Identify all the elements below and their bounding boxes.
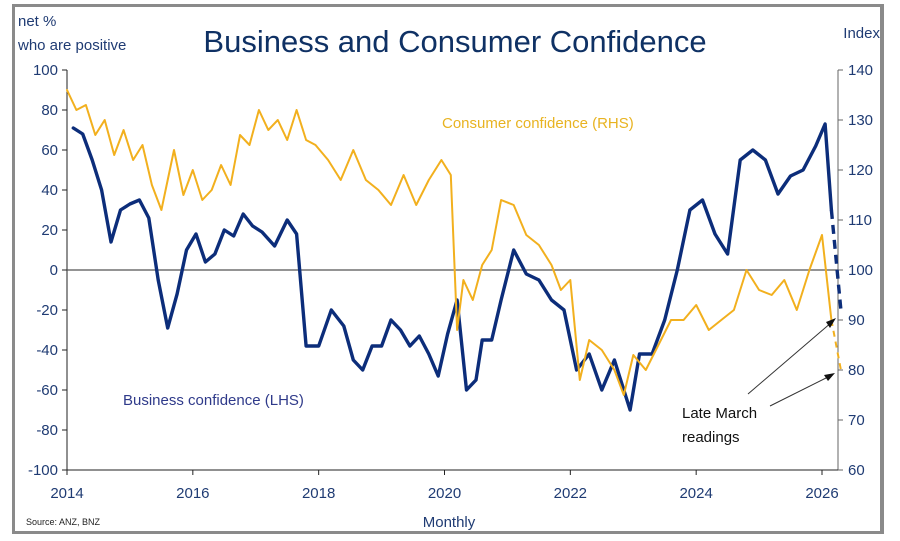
- annotation-arrowhead-business: [826, 318, 836, 328]
- left-axis-tick-label: 60: [41, 142, 58, 159]
- right-axis-tick-label: 130: [848, 112, 873, 129]
- x-axis-tick-label: 2022: [554, 485, 587, 502]
- legend-consumer-confidence: Consumer confidence (RHS): [442, 115, 634, 132]
- x-axis-label: Monthly: [423, 514, 476, 531]
- x-axis-tick-label: 2018: [302, 485, 335, 502]
- left-axis-tick-label: 100: [33, 62, 58, 79]
- right-axis-tick-label: 70: [848, 412, 865, 429]
- legend-business-confidence: Business confidence (LHS): [123, 392, 304, 409]
- x-axis-tick-label: 2026: [805, 485, 838, 502]
- right-axis-label: Index: [843, 25, 880, 42]
- axes-group: 100 80 60 40 20 0 -20 -40 -60 -80 -100 140 130 120 110…: [28, 62, 873, 502]
- annotation-arrowhead-consumer: [824, 373, 835, 381]
- right-axis-tick-label: 120: [848, 162, 873, 179]
- right-axis-tick-label: 80: [848, 362, 865, 379]
- source-note: Source: ANZ, BNZ: [26, 517, 101, 527]
- x-axis-tick-label: 2014: [50, 485, 83, 502]
- annotation-arrow-business: [747, 321, 833, 395]
- annotation-arrow-consumer: [769, 375, 831, 407]
- left-axis-tick-label: 80: [41, 102, 58, 119]
- chart-title: Business and Consumer Confidence: [203, 24, 706, 59]
- right-axis-tick-label: 110: [848, 212, 872, 229]
- x-axis-tick-label: 2016: [176, 485, 209, 502]
- left-axis-tick-label: -20: [36, 302, 58, 319]
- consumer-confidence-line: [66, 89, 833, 396]
- left-axis-tick-label: -40: [36, 342, 58, 359]
- left-axis-tick-label: -100: [28, 462, 58, 479]
- annotation-line2: readings: [682, 429, 740, 446]
- left-axis-tick-label: -60: [36, 382, 58, 399]
- left-axis-tick-label: 20: [41, 222, 58, 239]
- consumer-confidence-late-march-dashed: [830, 319, 842, 371]
- series-group: [66, 89, 843, 412]
- x-axis-tick-label: 2020: [428, 485, 461, 502]
- business-confidence-line: [71, 122, 834, 412]
- left-axis-tick-label: -80: [36, 422, 58, 439]
- left-axis-label-line1: net %: [18, 13, 56, 30]
- business-confidence-late-march-dashed: [829, 209, 843, 311]
- x-axis-tick-label: 2024: [679, 485, 712, 502]
- left-axis-tick-label: 40: [41, 182, 58, 199]
- right-axis-tick-label: 100: [848, 262, 873, 279]
- left-axis-label-line2: who are positive: [17, 37, 126, 54]
- right-axis-tick-label: 60: [848, 462, 865, 479]
- annotation-line1: Late March: [682, 405, 757, 422]
- left-axis-tick-label: 0: [50, 262, 58, 279]
- right-axis-tick-label: 90: [848, 312, 865, 329]
- right-axis-tick-label: 140: [848, 62, 873, 79]
